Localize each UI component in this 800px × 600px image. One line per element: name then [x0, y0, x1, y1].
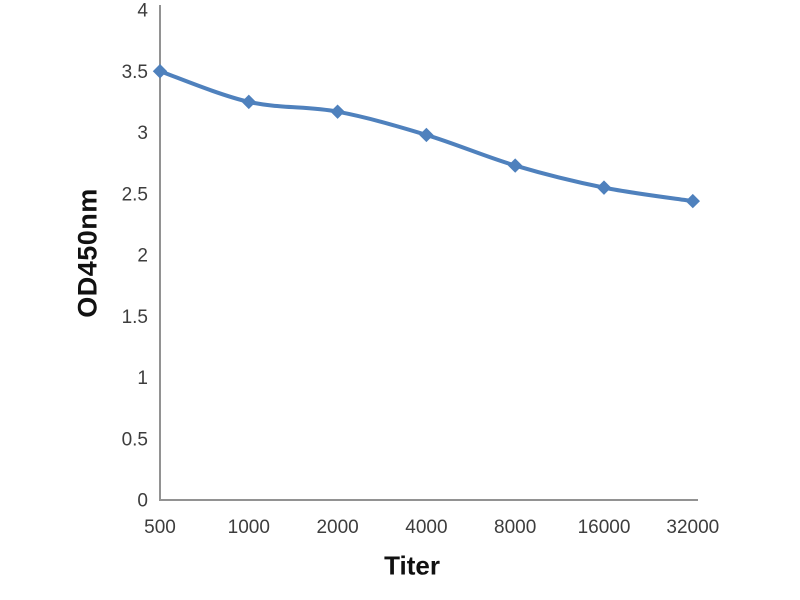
data-point-marker: [507, 158, 523, 173]
x-tick-label: 32000: [666, 517, 719, 538]
y-tick-label: 1.5: [122, 307, 148, 328]
data-point-marker: [241, 94, 257, 110]
data-point-marker: [152, 64, 168, 79]
y-tick-label: 0.5: [122, 429, 148, 450]
x-tick-label: 16000: [578, 517, 631, 538]
data-point-marker: [596, 180, 612, 195]
data-point-marker: [419, 127, 434, 143]
x-tick-label: 1000: [228, 517, 270, 538]
y-tick-label: 2: [137, 246, 148, 267]
y-tick-label: 2.5: [122, 184, 148, 205]
y-tick-label: 3.5: [122, 62, 148, 83]
data-point-marker: [330, 104, 345, 119]
y-tick-label: 0: [137, 491, 148, 512]
y-axis-title: OD450nm: [72, 188, 103, 318]
y-tick-label: 1: [137, 368, 148, 389]
x-axis-title: Titer: [384, 550, 440, 581]
x-tick-label: 4000: [405, 517, 447, 538]
y-tick-label: 4: [137, 1, 148, 22]
x-tick-label: 500: [144, 517, 176, 538]
x-tick-label: 8000: [494, 517, 536, 538]
data-point-marker: [685, 193, 701, 209]
x-tick-label: 2000: [316, 517, 358, 538]
y-tick-label: 3: [137, 123, 148, 144]
